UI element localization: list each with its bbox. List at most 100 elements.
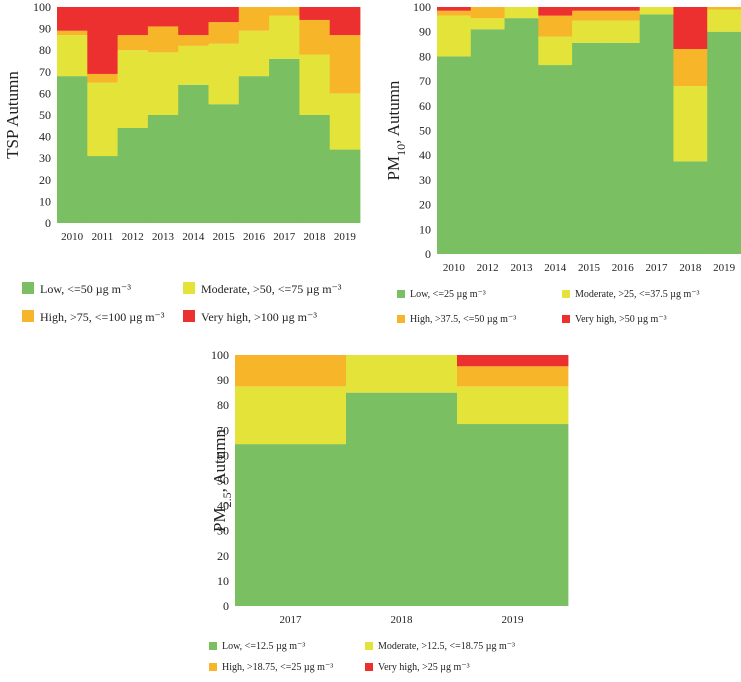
tsp-chart-panel: 0 10 20 30 40 50 60 70 80 90 100 2010 2011 2012 2013 20… <box>0 0 370 335</box>
y-tick-label: 40 <box>217 499 229 513</box>
legend-label-very_high: Very high, >100 µg m⁻³ <box>201 310 317 324</box>
bar-moderate-2014 <box>178 45 209 85</box>
legend-label-low: Low, <=12.5 µg m⁻³ <box>222 641 305 652</box>
bar-very_high-2015 <box>208 7 240 23</box>
bar-very_high-2019 <box>329 7 361 36</box>
bar-high-2010 <box>57 30 88 36</box>
x-tick-label: 2010 <box>443 262 466 274</box>
y-axis-label: PM10, Autumn <box>384 80 408 180</box>
legend-label-low: Low, <=50 µg m⁻³ <box>40 282 131 296</box>
bar-moderate-2014 <box>538 36 573 66</box>
bar-high-2012 <box>117 35 149 51</box>
bar-moderate-2019 <box>707 9 741 32</box>
legend-swatch-moderate <box>562 290 570 298</box>
y-tick-label: 20 <box>39 173 51 187</box>
bar-high-2015 <box>572 10 607 21</box>
y-tick-label: 50 <box>419 124 431 138</box>
bar-high-2018 <box>673 48 708 87</box>
bar-moderate-2019 <box>457 386 569 425</box>
bar-moderate-2015 <box>572 20 607 43</box>
bar-high-2018 <box>299 19 331 55</box>
bar-high-2019 <box>457 366 569 387</box>
pm10-chart-panel: 0 10 20 30 40 50 60 70 80 90 100 2010 2012 2013 2014 20… <box>375 0 741 335</box>
y-tick-label: 60 <box>39 86 51 100</box>
y-tick-label: 0 <box>425 247 431 261</box>
bar-moderate-2017 <box>269 15 300 59</box>
pm25-chart-panel: 0 10 20 30 40 50 60 70 80 90 100 2017 2018 2019 PM2.5,… <box>195 340 575 677</box>
bar-low-2015 <box>572 42 607 255</box>
bar-high-2015 <box>208 22 240 44</box>
bar-moderate-2015 <box>208 43 240 105</box>
bar-moderate-2017 <box>639 7 674 15</box>
y-tick-label: 20 <box>217 549 229 563</box>
y-tick-label: 20 <box>419 198 431 212</box>
x-tick-label: 2016 <box>612 262 635 274</box>
legend-swatch-high <box>397 315 405 323</box>
legend: Low, <=25 µg m⁻³ Moderate, >25, <=37.5 µg… <box>397 289 700 325</box>
x-tick-label: 2019 <box>713 262 736 274</box>
x-tick-label: 2019 <box>502 614 525 626</box>
y-axis-label: TSP Autumn <box>3 71 22 159</box>
legend-label-high: High, >37.5, <=50 µg m⁻³ <box>410 314 516 325</box>
y-tick-label: 50 <box>217 474 229 488</box>
x-tick-label: 2016 <box>243 231 266 243</box>
bar-low-2018 <box>346 392 458 606</box>
x-tick-label: 2011 <box>92 231 114 243</box>
bar-low-2018 <box>673 161 708 255</box>
bar-very_high-2014 <box>178 7 209 36</box>
legend: Low, <=12.5 µg m⁻³ Moderate, >12.5, <=18.… <box>209 641 515 673</box>
bar-very_high-2010 <box>57 7 88 31</box>
bar-moderate-2018 <box>299 54 331 115</box>
bar-low-2011 <box>87 156 118 223</box>
bar-low-2010 <box>437 56 472 255</box>
legend-swatch-moderate <box>183 282 195 294</box>
y-tick-label: 80 <box>217 398 229 412</box>
bar-moderate-2019 <box>329 93 361 150</box>
bar-low-2018 <box>299 115 331 223</box>
bar-moderate-2013 <box>504 7 539 19</box>
bar-very_high-2010 <box>437 7 472 11</box>
legend-swatch-low <box>209 642 217 650</box>
tsp-chart: 0 10 20 30 40 50 60 70 80 90 100 2010 2011 2012 2013 20… <box>3 0 361 324</box>
x-tick-label: 2013 <box>510 262 533 274</box>
legend-swatch-low <box>22 282 34 294</box>
legend-swatch-very_high <box>183 310 195 322</box>
y-axis-label: PM2.5, Autumn <box>210 429 234 532</box>
y-tick-label: 10 <box>419 222 431 236</box>
x-tick-label: 2014 <box>182 231 205 243</box>
y-tick-label: 40 <box>39 130 51 144</box>
bar-low-2012 <box>117 127 149 223</box>
bar-high-2017 <box>269 7 300 16</box>
bar-high-2013 <box>147 26 179 53</box>
x-tick-label: 2018 <box>679 262 702 274</box>
x-tick-label: 2013 <box>152 231 175 243</box>
bar-high-2017 <box>235 355 347 387</box>
bar-low-2014 <box>538 65 573 254</box>
y-tick-label: 70 <box>217 423 229 437</box>
y-tick-label: 100 <box>211 348 229 362</box>
x-tick-label: 2019 <box>334 231 357 243</box>
bar-moderate-2010 <box>57 35 88 77</box>
x-tick-label: 2018 <box>391 614 414 626</box>
bar-very_high-2016 <box>605 7 641 11</box>
bars <box>57 7 361 224</box>
bar-low-2017 <box>639 14 674 254</box>
y-tick-label: 70 <box>419 74 431 88</box>
bar-moderate-2016 <box>238 30 270 77</box>
y-tick-label: 90 <box>39 22 51 36</box>
bar-very_high-2012 <box>117 7 149 36</box>
bar-low-2016 <box>605 42 641 255</box>
bar-moderate-2012 <box>470 18 505 30</box>
y-tick-label: 40 <box>419 148 431 162</box>
bars <box>235 355 569 606</box>
y-tick-label: 90 <box>419 25 431 39</box>
y-tick-label: 60 <box>419 99 431 113</box>
y-tick-label: 100 <box>413 0 431 14</box>
legend-label-high: High, >18.75, <=25 µg m⁻³ <box>222 662 333 673</box>
bars <box>437 7 741 255</box>
bar-high-2016 <box>238 7 270 31</box>
pm25-chart: 0 10 20 30 40 50 60 70 80 90 100 2017 2018 2019 PM2.5,… <box>209 348 569 673</box>
x-tick-label: 2017 <box>646 262 669 274</box>
bar-very_high-2019 <box>457 355 569 367</box>
legend-label-moderate: Moderate, >12.5, <=18.75 µg m⁻³ <box>378 641 515 652</box>
